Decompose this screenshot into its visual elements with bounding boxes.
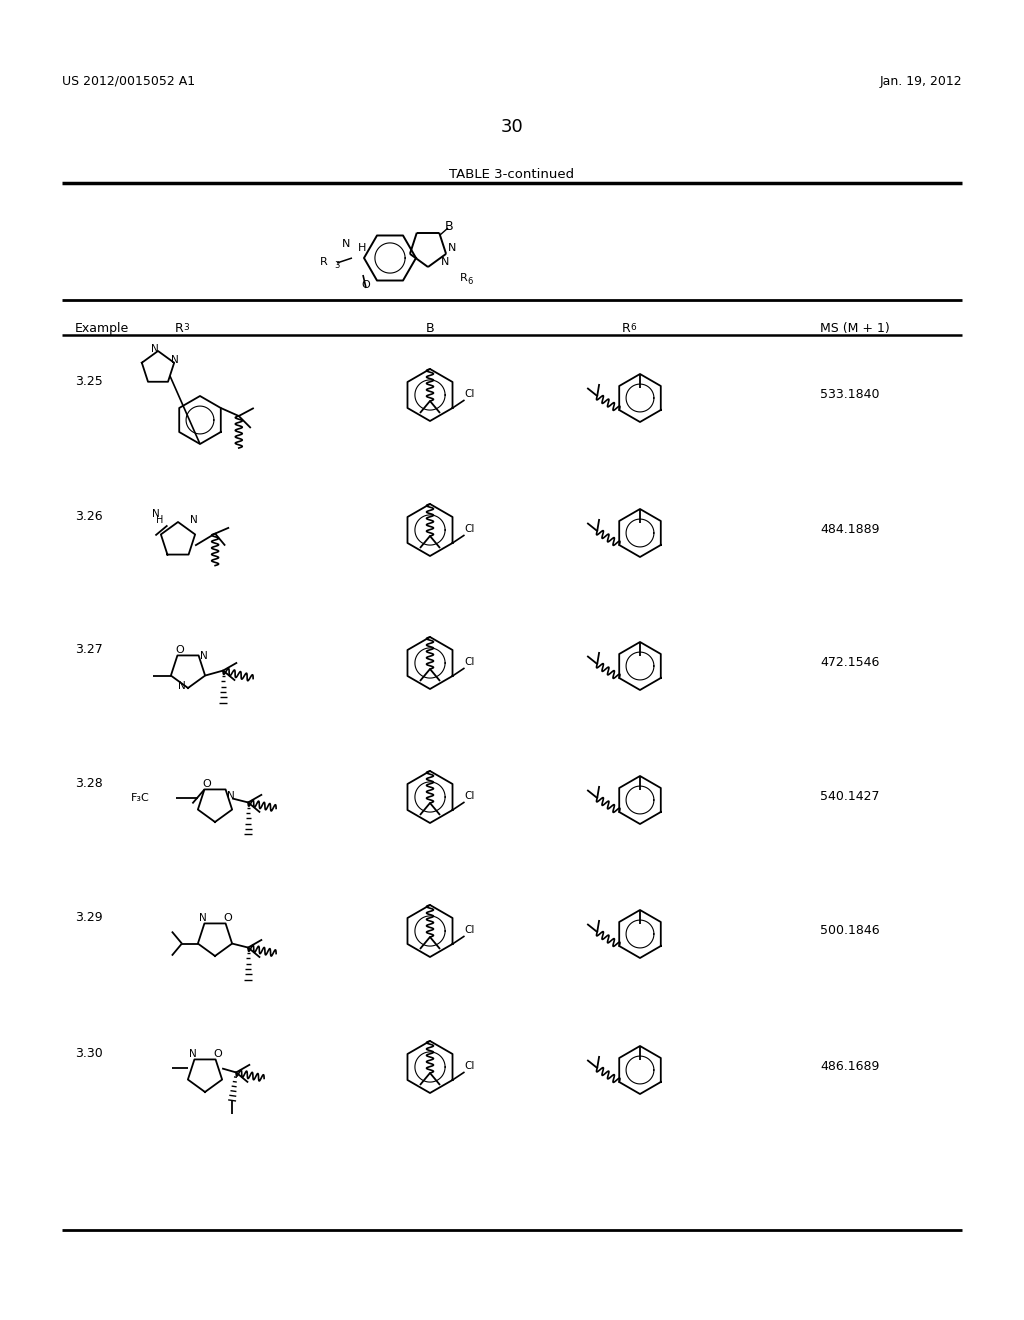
Text: 540.1427: 540.1427: [820, 789, 880, 803]
Text: 500.1846: 500.1846: [820, 924, 880, 937]
Text: US 2012/0015052 A1: US 2012/0015052 A1: [62, 75, 196, 88]
Text: N: N: [152, 345, 159, 354]
Text: H: H: [358, 243, 367, 253]
Text: TABLE 3-continued: TABLE 3-continued: [450, 168, 574, 181]
Text: O: O: [361, 280, 371, 290]
Text: B: B: [426, 322, 434, 335]
Text: 30: 30: [501, 117, 523, 136]
Text: Cl: Cl: [465, 657, 475, 667]
Text: R: R: [175, 322, 183, 335]
Text: Example: Example: [75, 322, 129, 335]
Text: 6: 6: [630, 323, 636, 333]
Text: O: O: [203, 779, 211, 789]
Text: 3.26: 3.26: [75, 510, 102, 523]
Text: N: N: [441, 257, 450, 267]
Text: N: N: [449, 243, 457, 253]
Text: 472.1546: 472.1546: [820, 656, 880, 669]
Text: 3: 3: [334, 260, 339, 269]
Text: N: N: [178, 681, 186, 690]
Text: 3.25: 3.25: [75, 375, 102, 388]
Text: 3: 3: [183, 323, 188, 333]
Text: O: O: [223, 913, 231, 923]
Text: 484.1889: 484.1889: [820, 523, 880, 536]
Text: F₃C: F₃C: [131, 793, 150, 804]
Text: N: N: [227, 791, 234, 801]
Text: 533.1840: 533.1840: [820, 388, 880, 401]
Text: B: B: [445, 220, 454, 234]
Text: N: N: [200, 651, 208, 661]
Text: N: N: [171, 355, 179, 366]
Text: Cl: Cl: [465, 791, 475, 801]
Text: N: N: [190, 515, 198, 525]
Text: N: N: [199, 913, 207, 923]
Text: 3.27: 3.27: [75, 643, 102, 656]
Text: N: N: [152, 510, 160, 519]
Text: 3.29: 3.29: [75, 911, 102, 924]
Text: O: O: [176, 645, 184, 655]
Text: R: R: [622, 322, 631, 335]
Text: Cl: Cl: [465, 524, 475, 535]
Text: Jan. 19, 2012: Jan. 19, 2012: [880, 75, 962, 88]
Text: N: N: [342, 239, 350, 249]
Text: N: N: [189, 1049, 197, 1059]
Text: Cl: Cl: [465, 925, 475, 935]
Text: MS (M + 1): MS (M + 1): [820, 322, 890, 335]
Text: 6: 6: [467, 276, 472, 285]
Text: Cl: Cl: [465, 389, 475, 399]
Text: H: H: [156, 515, 164, 525]
Text: R: R: [460, 273, 468, 282]
Text: O: O: [213, 1049, 222, 1059]
Text: 3.30: 3.30: [75, 1047, 102, 1060]
Text: 486.1689: 486.1689: [820, 1060, 880, 1073]
Text: R: R: [321, 257, 328, 267]
Text: Cl: Cl: [465, 1061, 475, 1071]
Text: 3.28: 3.28: [75, 777, 102, 789]
